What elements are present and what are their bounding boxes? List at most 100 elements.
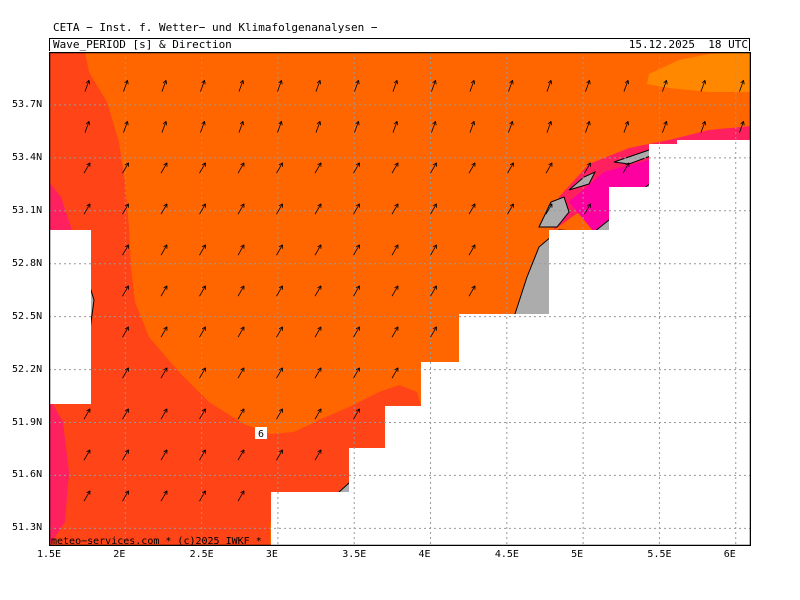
credit-label: meteo−services.com * (c)2025 IWKF * <box>51 536 262 546</box>
wave-direction-arrow <box>200 80 206 92</box>
wave-direction-arrow <box>507 162 514 174</box>
wave-direction-arrow <box>354 80 360 92</box>
wave-direction-arrow <box>122 285 129 297</box>
wave-direction-arrow <box>392 121 399 133</box>
wave-direction-arrow <box>662 80 668 92</box>
lon-tick-label: 2.5E <box>189 549 214 560</box>
lat-tick-label: 52.8N <box>12 257 43 269</box>
wave-direction-arrow <box>585 80 591 92</box>
wave-direction-arrow <box>508 121 514 133</box>
wave-direction-arrow <box>237 244 245 256</box>
wave-direction-arrow <box>160 408 168 420</box>
wave-direction-arrow <box>160 244 168 256</box>
wave-direction-arrow <box>739 80 745 92</box>
wave-direction-arrow <box>315 80 322 92</box>
wave-direction-arrow <box>662 121 668 133</box>
wave-direction-arrow <box>700 80 707 92</box>
wave-direction-arrow <box>353 367 360 379</box>
lon-tick-label: 5E <box>571 549 584 560</box>
wave-period-map: 6 meteo−services.com * (c)2025 IWKF * <box>49 52 751 546</box>
wave-direction-arrow <box>623 121 630 133</box>
lat-tick-label: 53.1N <box>12 204 43 216</box>
sea-period-7-8 <box>647 52 751 92</box>
wave-direction-arrow <box>199 326 206 338</box>
wave-direction-arrow <box>314 162 322 174</box>
lon-tick-label: 1.5E <box>37 549 62 560</box>
wave-direction-arrow <box>700 121 707 133</box>
lon-tick-label: 4E <box>418 549 431 560</box>
wave-direction-arrow <box>546 121 553 133</box>
wave-direction-arrow <box>431 121 437 133</box>
wave-direction-arrow <box>584 203 591 215</box>
wave-direction-arrow <box>622 162 630 174</box>
wave-direction-arrow <box>200 121 206 133</box>
wave-direction-arrow <box>314 203 322 215</box>
sea-period-4-5 <box>49 397 69 546</box>
wave-direction-arrow <box>237 326 245 338</box>
wave-direction-arrow <box>122 490 129 502</box>
wave-direction-arrow <box>545 203 553 215</box>
wave-direction-arrow <box>430 326 437 338</box>
wave-direction-arrow <box>160 326 168 338</box>
wave-direction-arrow <box>237 449 245 461</box>
lon-tick-label: 5.5E <box>647 549 672 560</box>
wave-direction-arrow <box>122 408 129 420</box>
wave-direction-arrow <box>83 408 91 420</box>
wave-direction-arrow <box>123 80 129 92</box>
wave-direction-arrow <box>430 285 437 297</box>
lat-tick-label: 51.6N <box>12 469 43 481</box>
wave-direction-arrow <box>391 367 399 379</box>
wave-direction-arrow <box>237 162 245 174</box>
wave-direction-arrow <box>276 326 283 338</box>
wave-direction-arrow <box>507 203 514 215</box>
wave-direction-arrow <box>314 449 322 461</box>
wave-direction-arrow <box>199 367 206 379</box>
wave-direction-arrow <box>739 121 745 133</box>
wave-direction-arrow <box>623 80 630 92</box>
lon-tick-label: 6E <box>723 549 736 560</box>
wave-direction-arrow <box>277 121 283 133</box>
wave-direction-arrow <box>391 162 399 174</box>
wave-direction-arrow <box>314 326 322 338</box>
wave-direction-arrow <box>160 203 168 215</box>
wave-direction-arrow <box>276 367 283 379</box>
wave-direction-arrow <box>237 408 245 420</box>
wave-direction-arrow <box>199 449 206 461</box>
wave-direction-arrow <box>546 80 553 92</box>
wave-direction-arrow <box>353 326 360 338</box>
valid-time-label: 15.12.2025 18 UTC <box>628 38 748 51</box>
wave-direction-arrow <box>160 162 168 174</box>
lon-tick-label: 4.5E <box>494 549 519 560</box>
wave-direction-arrow <box>199 203 206 215</box>
wave-direction-arrow <box>199 285 206 297</box>
wave-direction-arrow <box>391 326 399 338</box>
wave-direction-arrow <box>508 80 514 92</box>
wave-direction-arrow <box>83 490 91 502</box>
texel-island <box>538 196 570 228</box>
wave-direction-arrow <box>314 285 322 297</box>
wave-direction-arrow <box>585 121 591 133</box>
wave-direction-arrow <box>314 408 322 420</box>
wave-direction-arrow <box>315 121 322 133</box>
wave-direction-arrow <box>468 285 476 297</box>
wave-direction-arrow <box>83 203 91 215</box>
lat-tick-label: 51.3N <box>12 522 43 534</box>
no-data-mask <box>271 144 751 546</box>
wave-direction-arrow <box>276 449 283 461</box>
wave-direction-arrow <box>276 285 283 297</box>
lat-tick-label: 53.7N <box>12 98 43 110</box>
lon-tick-label: 3E <box>265 549 278 560</box>
wave-direction-arrow <box>123 121 129 133</box>
wave-direction-arrow <box>353 244 360 256</box>
wave-direction-arrow <box>354 121 360 133</box>
wave-direction-arrow <box>584 162 591 174</box>
wave-direction-arrow <box>430 244 437 256</box>
wave-direction-arrow <box>84 121 91 133</box>
lat-tick-label: 52.2N <box>12 363 43 375</box>
parameter-label: Wave_PERIOD [s] & Direction <box>53 38 232 51</box>
no-data-mask <box>677 140 751 162</box>
wave-direction-arrow <box>468 162 476 174</box>
wave-direction-arrow <box>391 285 399 297</box>
lon-tick-label: 2E <box>113 549 126 560</box>
wave-direction-arrow <box>122 162 129 174</box>
